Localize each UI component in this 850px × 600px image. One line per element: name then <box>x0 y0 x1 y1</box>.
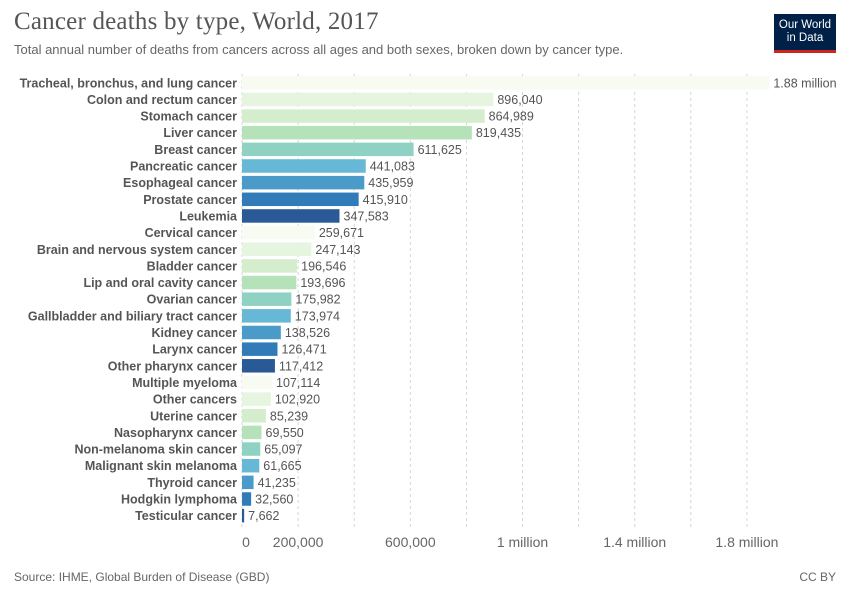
bar-other-pharynx-cancer[interactable] <box>242 359 275 373</box>
category-labels: Tracheal, bronchus, and lung cancer Colon… <box>20 76 238 523</box>
source-note[interactable]: Source: IHME, Global Burden of Disease (… <box>14 570 270 584</box>
bar-leukemia[interactable] <box>242 209 340 223</box>
category-label: Nasopharynx cancer <box>114 426 237 440</box>
value-label: 117,412 <box>279 359 323 373</box>
bar-liver-cancer[interactable] <box>242 125 472 140</box>
bar-other-cancers[interactable] <box>242 392 271 406</box>
category-label: Larynx cancer <box>152 343 237 357</box>
value-label: 441,083 <box>370 160 415 174</box>
x-tick-label: 1 million <box>497 534 548 550</box>
value-label: 193,696 <box>300 276 345 290</box>
category-label: Esophageal cancer <box>123 176 237 190</box>
bar-gallbladder-and-biliary-tract-cancer[interactable] <box>242 309 291 323</box>
value-label: 173,974 <box>295 309 340 323</box>
owid-logo[interactable]: Our World in Data <box>774 14 836 53</box>
value-label: 7,662 <box>248 509 279 523</box>
category-label: Multiple myeloma <box>132 376 238 390</box>
bar-testicular-cancer[interactable] <box>242 508 245 523</box>
value-label: 32,560 <box>255 493 293 507</box>
bar-multiple-myeloma[interactable] <box>242 375 273 390</box>
value-label: 102,920 <box>275 393 320 407</box>
category-label: Other cancers <box>153 393 237 407</box>
category-label: Non-melanoma skin cancer <box>74 443 237 457</box>
bars <box>242 76 770 523</box>
value-label: 126,471 <box>281 343 326 357</box>
bar-hodgkin-lymphoma[interactable] <box>242 492 252 506</box>
bar-prostate-cancer[interactable] <box>242 192 359 207</box>
bar-bladder-cancer[interactable] <box>242 259 298 273</box>
category-label: Leukemia <box>179 209 238 223</box>
category-label: Kidney cancer <box>152 326 238 340</box>
bar-colon-and-rectum-cancer[interactable] <box>242 92 494 107</box>
category-label: Gallbladder and biliary tract cancer <box>28 309 237 323</box>
bar-malignant-skin-melanoma[interactable] <box>242 458 260 473</box>
category-label: Breast cancer <box>154 143 237 157</box>
bar-cervical-cancer[interactable] <box>242 225 315 240</box>
category-label: Pancreatic cancer <box>130 160 237 174</box>
category-label: Thyroid cancer <box>147 476 237 490</box>
value-labels: 1.88 million 896,040 864,989 819,435 611,625… <box>248 76 836 523</box>
x-axis-ticks: 0 200,000 600,000 1 million 1.4 million 1.8 m… <box>242 534 778 550</box>
category-label: Testicular cancer <box>135 509 237 523</box>
category-label: Hodgkin lymphoma <box>121 493 238 507</box>
value-label: 1.88 million <box>773 76 836 90</box>
bar-kidney-cancer[interactable] <box>242 325 281 340</box>
bar-stomach-cancer[interactable] <box>242 109 485 123</box>
x-tick-label: 1.4 million <box>603 534 666 550</box>
category-label: Bladder cancer <box>147 259 237 273</box>
value-label: 259,671 <box>319 226 364 240</box>
value-label: 247,143 <box>315 243 360 257</box>
category-label: Lip and oral cavity cancer <box>83 276 237 290</box>
category-label: Malignant skin melanoma <box>85 459 238 473</box>
license-link[interactable]: CC BY <box>799 570 836 584</box>
value-label: 41,235 <box>258 476 296 490</box>
category-label: Stomach cancer <box>140 110 237 124</box>
chart-subtitle: Total annual number of deaths from cance… <box>14 42 624 57</box>
category-label: Brain and nervous system cancer <box>37 243 237 257</box>
bar-brain-and-nervous-system-cancer[interactable] <box>242 242 312 257</box>
bar-uterine-cancer[interactable] <box>242 409 266 423</box>
bar-thyroid-cancer[interactable] <box>242 475 254 490</box>
bar-larynx-cancer[interactable] <box>242 342 278 356</box>
category-label: Tracheal, bronchus, and lung cancer <box>20 76 238 90</box>
value-label: 435,959 <box>368 176 413 190</box>
value-label: 196,546 <box>301 259 346 273</box>
x-tick-label: 200,000 <box>273 534 324 550</box>
chart-title: Cancer deaths by type, World, 2017 <box>14 8 379 35</box>
value-label: 69,550 <box>266 426 304 440</box>
value-label: 896,040 <box>497 93 542 107</box>
value-label: 864,989 <box>489 110 534 124</box>
category-label: Other pharynx cancer <box>108 359 237 373</box>
value-label: 61,665 <box>263 459 301 473</box>
value-label: 107,114 <box>276 376 320 390</box>
bar-lip-and-oral-cavity-cancer[interactable] <box>242 275 297 290</box>
x-tick-label: 0 <box>242 534 250 550</box>
category-label: Colon and rectum cancer <box>87 93 237 107</box>
x-tick-label: 1.8 million <box>715 534 778 550</box>
bar-pancreatic-cancer[interactable] <box>242 159 366 173</box>
bar-nasopharynx-cancer[interactable] <box>242 425 262 440</box>
x-tick-label: 600,000 <box>385 534 436 550</box>
category-label: Cervical cancer <box>145 226 238 240</box>
bar-esophageal-cancer[interactable] <box>242 175 365 190</box>
bar-non-melanoma-skin-cancer[interactable] <box>242 442 261 456</box>
bar-breast-cancer[interactable] <box>242 142 414 157</box>
value-label: 138,526 <box>285 326 330 340</box>
value-label: 819,435 <box>476 126 521 140</box>
bar-ovarian-cancer[interactable] <box>242 292 292 306</box>
bar-tracheal-bronchus-and-lung-cancer[interactable] <box>242 76 770 90</box>
value-label: 347,583 <box>344 209 389 223</box>
category-label: Prostate cancer <box>143 193 237 207</box>
logo-line-1: Our World <box>778 19 832 31</box>
value-label: 611,625 <box>418 143 462 157</box>
logo-line-2: in Data <box>786 32 824 44</box>
value-label: 85,239 <box>270 409 308 423</box>
value-label: 175,982 <box>295 293 340 307</box>
category-label: Liver cancer <box>163 126 237 140</box>
value-label: 415,910 <box>363 193 408 207</box>
category-label: Ovarian cancer <box>147 293 237 307</box>
category-label: Uterine cancer <box>150 409 237 423</box>
value-label: 65,097 <box>264 443 302 457</box>
